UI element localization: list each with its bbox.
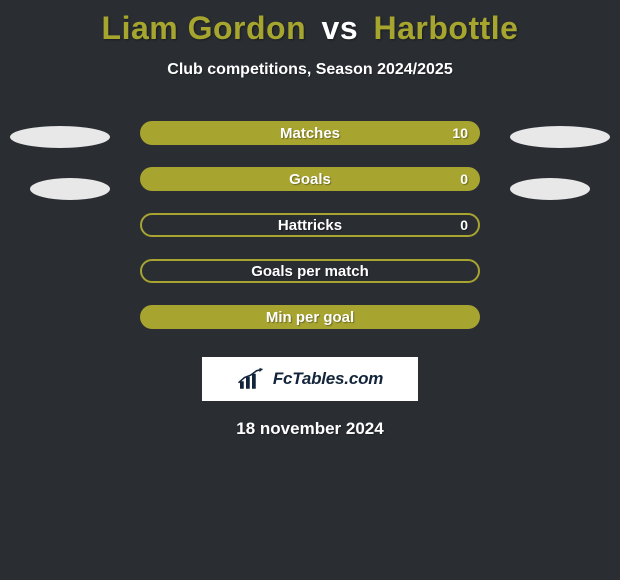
stat-label: Matches [280, 125, 340, 142]
stat-bar-matches: Matches 10 [140, 121, 480, 145]
stat-value-right: 0 [460, 171, 468, 187]
stat-bar-hattricks: Hattricks 0 [140, 213, 480, 237]
right-ellipses [510, 126, 610, 200]
logo-chart-icon [237, 367, 267, 391]
stat-bar-min-per-goal: Min per goal [140, 305, 480, 329]
left-ellipses [10, 126, 110, 200]
stat-label: Hattricks [278, 217, 342, 234]
page-title: Liam Gordon vs Harbottle [0, 0, 620, 47]
date-label: 18 november 2024 [0, 419, 620, 439]
logo-text: FcTables.com [273, 369, 383, 389]
left-ellipse-2 [30, 178, 110, 200]
logo-box: FcTables.com [202, 357, 418, 401]
player1-name: Liam Gordon [102, 10, 307, 46]
player2-name: Harbottle [374, 10, 519, 46]
stat-value-right: 0 [460, 217, 468, 233]
stat-label: Goals per match [251, 263, 369, 280]
stat-label: Min per goal [266, 309, 354, 326]
left-ellipse-1 [10, 126, 110, 148]
right-ellipse-1 [510, 126, 610, 148]
stat-value-right: 10 [452, 125, 468, 141]
stat-label: Goals [289, 171, 331, 188]
subtitle: Club competitions, Season 2024/2025 [0, 61, 620, 79]
stat-bar-goals-per-match: Goals per match [140, 259, 480, 283]
vs-label: vs [322, 10, 359, 46]
stat-bar-goals: Goals 0 [140, 167, 480, 191]
right-ellipse-2 [510, 178, 590, 200]
